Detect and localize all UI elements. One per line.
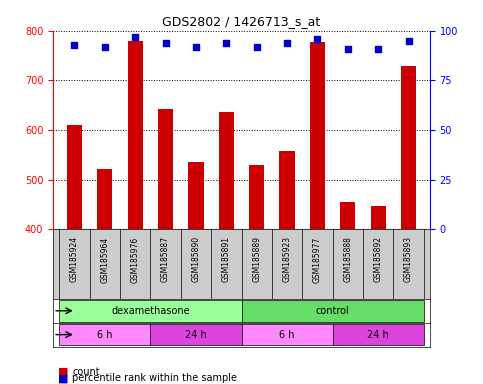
Text: GSM185887: GSM185887 [161,236,170,282]
Text: ■: ■ [58,367,69,377]
FancyBboxPatch shape [333,324,424,345]
FancyBboxPatch shape [59,300,242,321]
Bar [370,205,386,384]
Point [101,43,109,50]
Text: GSM185977: GSM185977 [313,236,322,283]
Point [162,40,170,46]
Bar [280,151,295,384]
Point [313,36,321,42]
Point [131,34,139,40]
Text: GSM185889: GSM185889 [252,236,261,282]
Text: control: control [316,306,350,316]
Point [192,43,200,50]
Point [374,46,382,52]
FancyBboxPatch shape [242,324,333,345]
Text: 24 h: 24 h [185,329,207,339]
Text: dexamethasone: dexamethasone [111,306,190,316]
Text: GSM185964: GSM185964 [100,236,109,283]
Bar [219,112,234,384]
Point [283,40,291,46]
FancyBboxPatch shape [150,324,242,345]
FancyBboxPatch shape [59,324,150,345]
Text: GSM185976: GSM185976 [131,236,140,283]
Text: GSM185888: GSM185888 [343,236,352,282]
Text: ■: ■ [58,373,69,383]
FancyBboxPatch shape [242,300,424,321]
Title: GDS2802 / 1426713_s_at: GDS2802 / 1426713_s_at [162,15,321,28]
Text: GSM185893: GSM185893 [404,236,413,282]
Text: 24 h: 24 h [368,329,389,339]
Point [344,46,352,52]
Point [253,43,260,50]
Text: GSM185890: GSM185890 [191,236,200,282]
Bar [188,162,203,384]
Text: percentile rank within the sample: percentile rank within the sample [72,373,238,383]
Bar [67,125,82,384]
Text: GSM185891: GSM185891 [222,236,231,282]
Text: GSM185923: GSM185923 [283,236,292,282]
Text: count: count [72,367,100,377]
Bar [158,109,173,384]
Bar [128,41,143,384]
Point [405,38,412,44]
Text: 6 h: 6 h [97,329,113,339]
Text: GSM185924: GSM185924 [70,236,79,282]
Text: GSM185892: GSM185892 [374,236,383,282]
Bar [401,66,416,384]
Bar [97,169,113,384]
Bar [310,41,325,384]
Bar [249,165,264,384]
Text: 6 h: 6 h [279,329,295,339]
Point [223,40,230,46]
Bar [340,202,355,384]
Point [71,41,78,48]
